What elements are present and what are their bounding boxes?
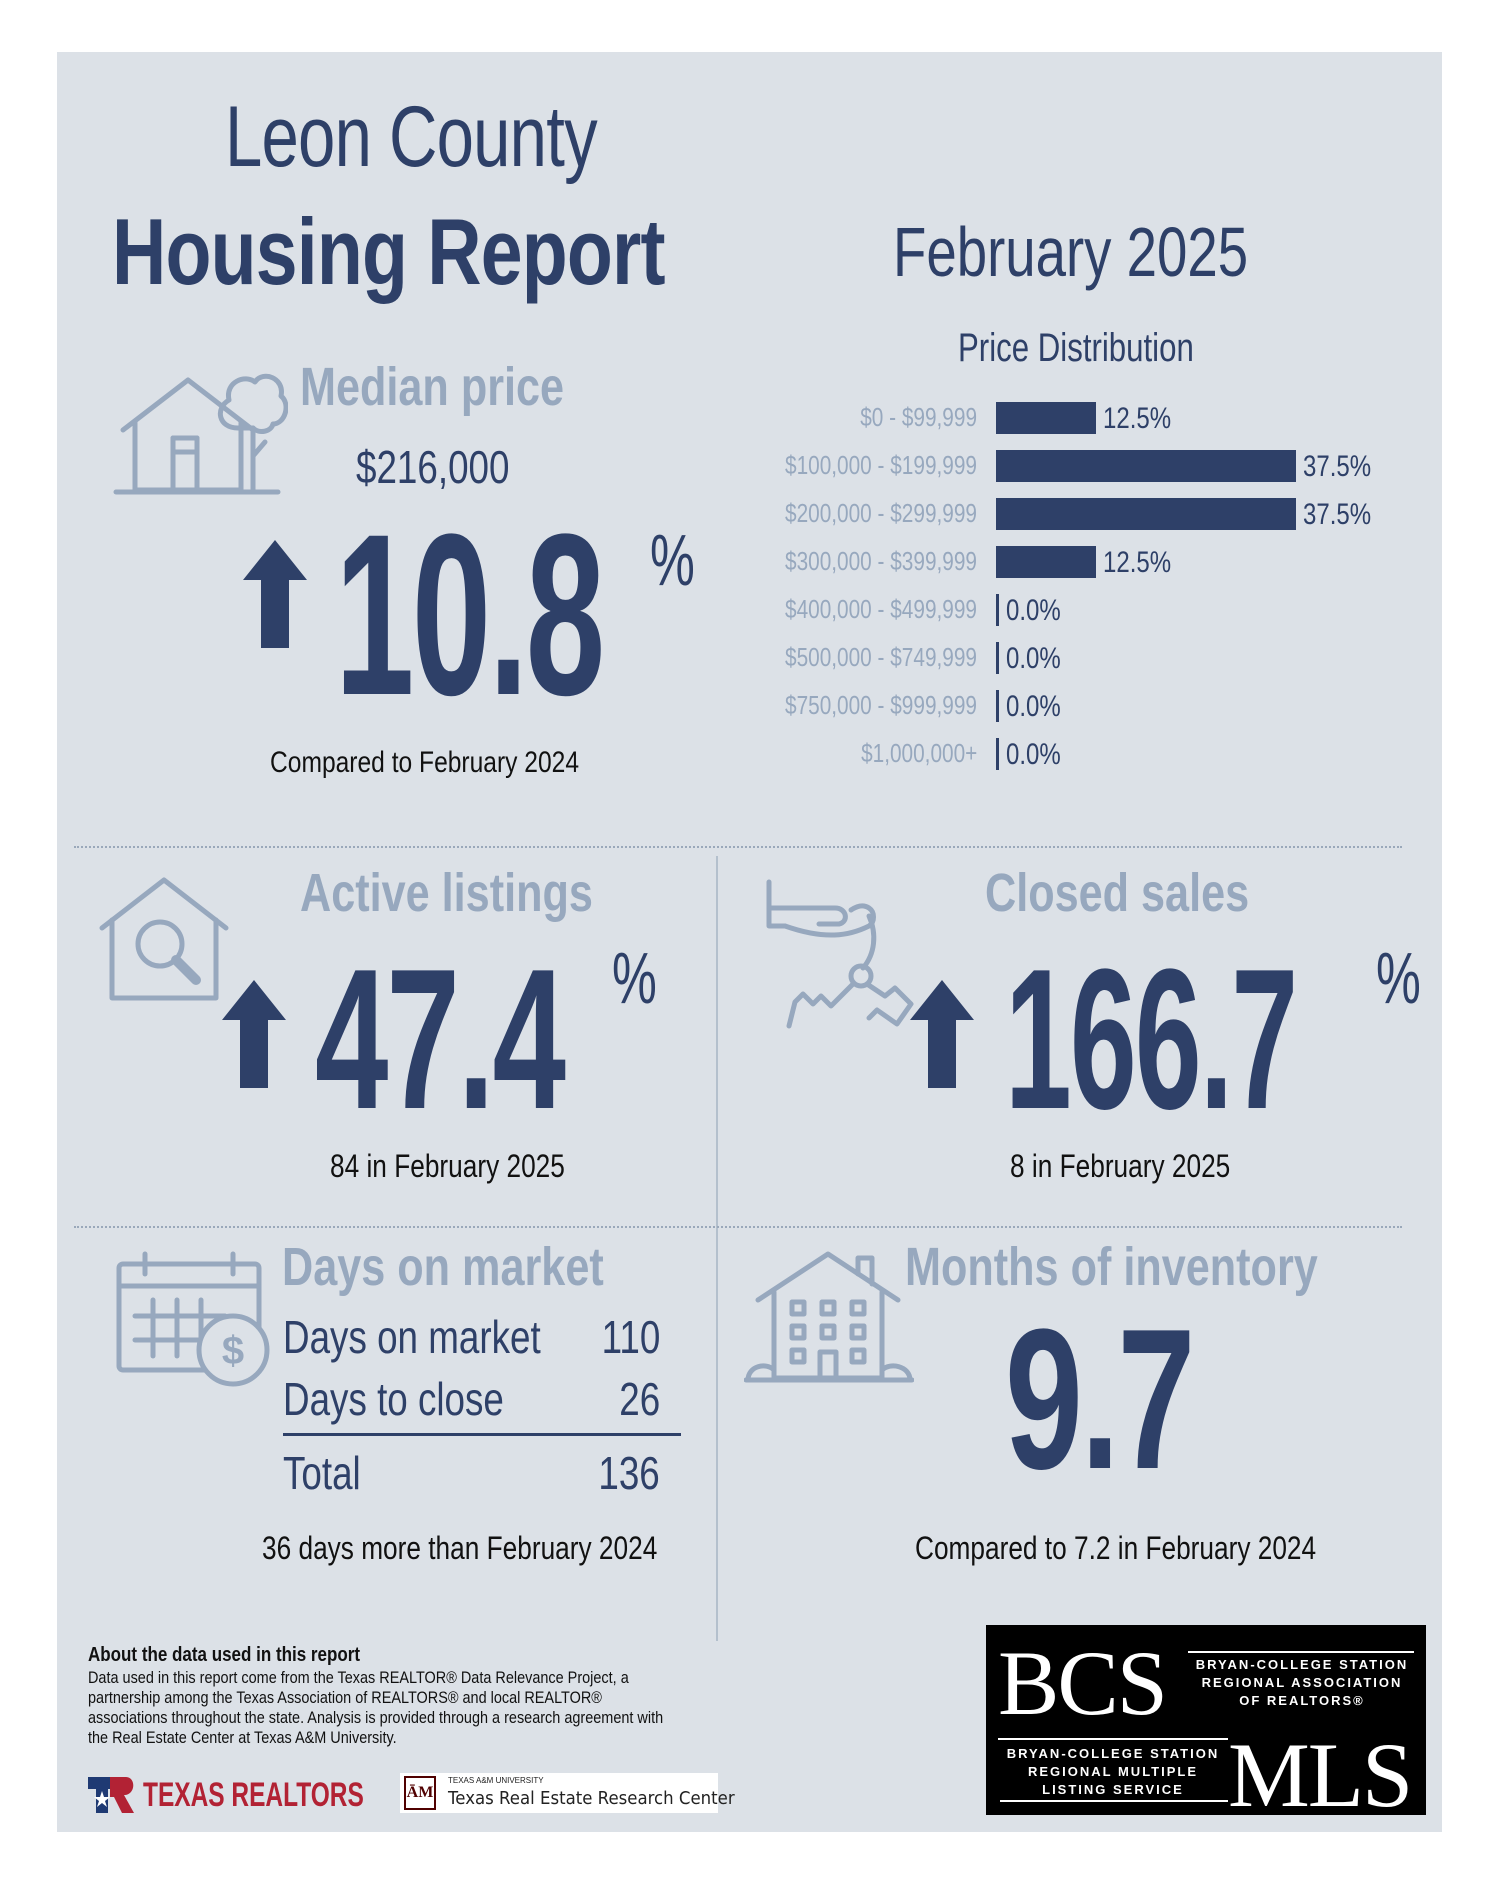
median-price-pct-sign: %	[650, 521, 695, 601]
divider	[74, 846, 1402, 848]
active-listings-label: Active listings	[300, 863, 593, 923]
closed-sales-change: 166.7	[1005, 928, 1298, 1151]
apartment-building-icon	[744, 1251, 914, 1383]
median-price-label: Median price	[300, 357, 565, 417]
price-range-label: $100,000 - $199,999	[785, 450, 977, 480]
price-row: $200,000 - $299,999 37.5%	[0, 496, 1500, 532]
price-row: $500,000 - $749,999 0.0%	[0, 640, 1500, 676]
days-on-market-label: Days on market	[282, 1237, 604, 1297]
dom-row-value: 110	[601, 1311, 660, 1363]
price-share-value: 0.0%	[1006, 738, 1061, 771]
price-share-value: 0.0%	[1006, 642, 1061, 675]
bcs-logo-box	[986, 1625, 1426, 1815]
mls-logo-text: MLS	[1228, 1724, 1413, 1826]
price-row: $1,000,000+ 0.0%	[0, 736, 1500, 772]
house-tree-icon	[113, 373, 288, 495]
report-month: February 2025	[893, 213, 1249, 291]
price-share-value: 37.5%	[1303, 498, 1372, 531]
price-share-value: 12.5%	[1103, 546, 1172, 579]
total-row-value: 136	[598, 1447, 660, 1499]
dtc-row-label: Days to close	[283, 1373, 504, 1425]
price-share-value: 0.0%	[1006, 594, 1061, 627]
median-price-change: 10.8	[335, 486, 605, 743]
price-distribution-title: Price Distribution	[958, 326, 1194, 370]
days-on-market-note: 36 days more than February 2024	[262, 1530, 658, 1566]
bcs-logo-rule	[1188, 1651, 1414, 1653]
page-title-line2: Housing Report	[112, 199, 666, 304]
total-row-label: Total	[283, 1447, 361, 1499]
calendar-dollar-icon: $	[116, 1251, 270, 1387]
price-row: $100,000 - $199,999 37.5%	[0, 448, 1500, 484]
closed-sales-note: 8 in February 2025	[1010, 1148, 1231, 1184]
mls-service-name: BRYAN-COLLEGE STATION REGIONAL MULTIPLE …	[1006, 1746, 1220, 1797]
price-share-value: 12.5%	[1103, 402, 1172, 435]
dtc-row-value: 26	[619, 1373, 660, 1425]
active-listings-note: 84 in February 2025	[330, 1148, 565, 1184]
up-arrow-icon	[910, 980, 974, 1088]
active-listings-change: 47.4	[315, 928, 566, 1151]
price-row: $400,000 - $499,999 0.0%	[0, 592, 1500, 628]
price-share-value: 0.0%	[1006, 690, 1061, 723]
months-inventory-label: Months of inventory	[905, 1237, 1318, 1297]
price-bar	[996, 690, 999, 722]
up-arrow-icon	[243, 540, 307, 648]
closed-sales-label: Closed sales	[985, 863, 1250, 923]
price-range-label: $200,000 - $299,999	[785, 498, 977, 528]
price-row: $0 - $99,999 12.5%	[0, 400, 1500, 436]
texas-realtors-wordmark: TEXAS REALTORS	[143, 1776, 364, 1814]
price-row: $750,000 - $999,999 0.0%	[0, 688, 1500, 724]
report-card	[57, 52, 1442, 1832]
house-search-icon	[99, 877, 229, 1001]
mls-logo-rule	[1000, 1800, 1228, 1802]
price-share-value: 37.5%	[1303, 450, 1372, 483]
price-range-label: $0 - $99,999	[860, 402, 977, 432]
price-row: $300,000 - $399,999 12.5%	[0, 544, 1500, 580]
months-inventory-value: 9.7	[1005, 1288, 1195, 1511]
up-arrow-icon	[222, 980, 286, 1088]
tamu-logo-box	[400, 1773, 718, 1813]
tamu-mark-icon: ĀM	[404, 1776, 436, 1810]
price-bar	[996, 738, 999, 770]
price-range-label: $750,000 - $999,999	[785, 690, 977, 720]
months-inventory-note: Compared to 7.2 in February 2024	[915, 1530, 1317, 1566]
price-bar	[996, 546, 1096, 578]
closed-sales-pct-sign: %	[1376, 939, 1421, 1019]
about-title: About the data used in this report	[88, 1644, 361, 1666]
dom-row-label: Days on market	[283, 1311, 541, 1363]
price-range-label: $500,000 - $749,999	[785, 642, 977, 672]
price-range-label: $1,000,000+	[860, 738, 977, 768]
bcs-logo-text: BCS	[998, 1632, 1168, 1734]
price-bar	[996, 498, 1296, 530]
divider	[716, 856, 718, 1641]
price-range-label: $400,000 - $499,999	[785, 594, 977, 624]
page-title-line1: Leon County	[225, 89, 598, 185]
svg-text:$: $	[222, 1329, 244, 1373]
total-rule	[283, 1433, 681, 1436]
bcs-logo-rule	[998, 1738, 1228, 1740]
price-bar	[996, 642, 999, 674]
hand-keys-icon	[766, 879, 914, 1029]
median-price-note: Compared to February 2024	[270, 746, 580, 779]
median-price-value: $216,000	[356, 441, 510, 493]
about-text: Data used in this report come from the T…	[88, 1668, 664, 1747]
tamu-center-name: Texas Real Estate Research Center	[448, 1788, 735, 1809]
bcs-association-name: BRYAN-COLLEGE STATION REGIONAL ASSOCIATI…	[1195, 1657, 1409, 1708]
price-bar	[996, 450, 1296, 482]
price-bar	[996, 402, 1096, 434]
price-range-label: $300,000 - $399,999	[785, 546, 977, 576]
active-listings-pct-sign: %	[612, 939, 657, 1019]
price-bar	[996, 594, 999, 626]
divider	[74, 1226, 1402, 1228]
texas-realtors-logo-icon	[88, 1777, 134, 1813]
tamu-university-label: TEXAS A&M UNIVERSITY	[448, 1776, 544, 1785]
